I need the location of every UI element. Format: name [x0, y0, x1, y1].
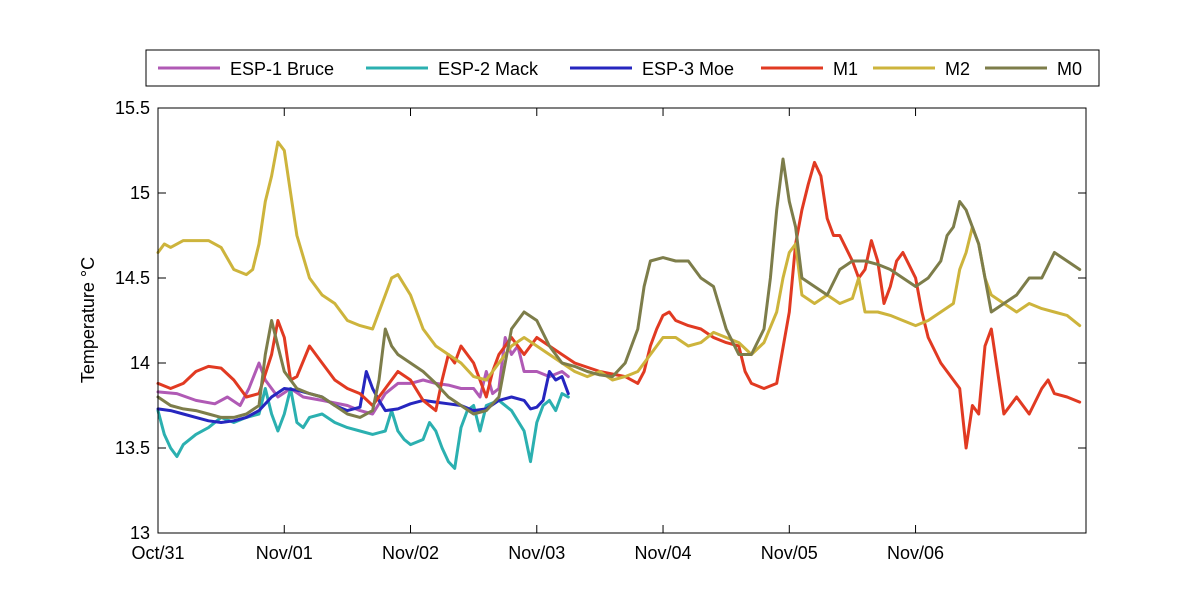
x-tick-label: Nov/01: [256, 543, 313, 563]
series-line-0: [156, 336, 570, 416]
y-tick-label: 15.5: [115, 98, 150, 118]
y-tick-label: 13.5: [115, 438, 150, 458]
legend-label-0: ESP-1 Bruce: [230, 59, 334, 79]
x-tick-label: Nov/06: [887, 543, 944, 563]
series-line-4: [156, 140, 1082, 382]
legend-items: ESP-1 Bruce ESP-2 Mack ESP-3 Moe M1 M2 M0: [158, 59, 1082, 79]
series-line-2: [156, 370, 570, 424]
y-axis-ticks: 13 13.5 14 14.5 15 15.5: [115, 98, 1086, 543]
legend: ESP-1 Bruce ESP-2 Mack ESP-3 Moe M1 M2 M0: [145, 49, 1100, 87]
y-tick-label: 14.5: [115, 268, 150, 288]
series-line-3: [156, 160, 1082, 450]
legend-label-5: M0: [1057, 59, 1082, 79]
y-tick-label: 15: [130, 183, 150, 203]
plot-frame: [157, 107, 1087, 534]
x-tick-label: Nov/03: [508, 543, 565, 563]
x-axis-ticks: Oct/31 Nov/01 Nov/02 Nov/03 Nov/04 Nov/05 Nov/…: [131, 108, 944, 563]
legend-label-3: M1: [833, 59, 858, 79]
y-tick-label: 14: [130, 353, 150, 373]
x-tick-label: Nov/02: [382, 543, 439, 563]
legend-label-2: ESP-3 Moe: [642, 59, 734, 79]
legend-box: [145, 49, 1100, 87]
x-tick-label: Nov/04: [635, 543, 692, 563]
plot-lines: [156, 140, 1082, 470]
legend-label-1: ESP-2 Mack: [438, 59, 539, 79]
y-tick-label: 13: [130, 523, 150, 543]
legend-label-4: M2: [945, 59, 970, 79]
y-axis-label: Temperature °C: [78, 257, 98, 383]
series-line-5: [156, 157, 1082, 419]
x-tick-label: Oct/31: [131, 543, 184, 563]
x-tick-label: Nov/05: [761, 543, 818, 563]
